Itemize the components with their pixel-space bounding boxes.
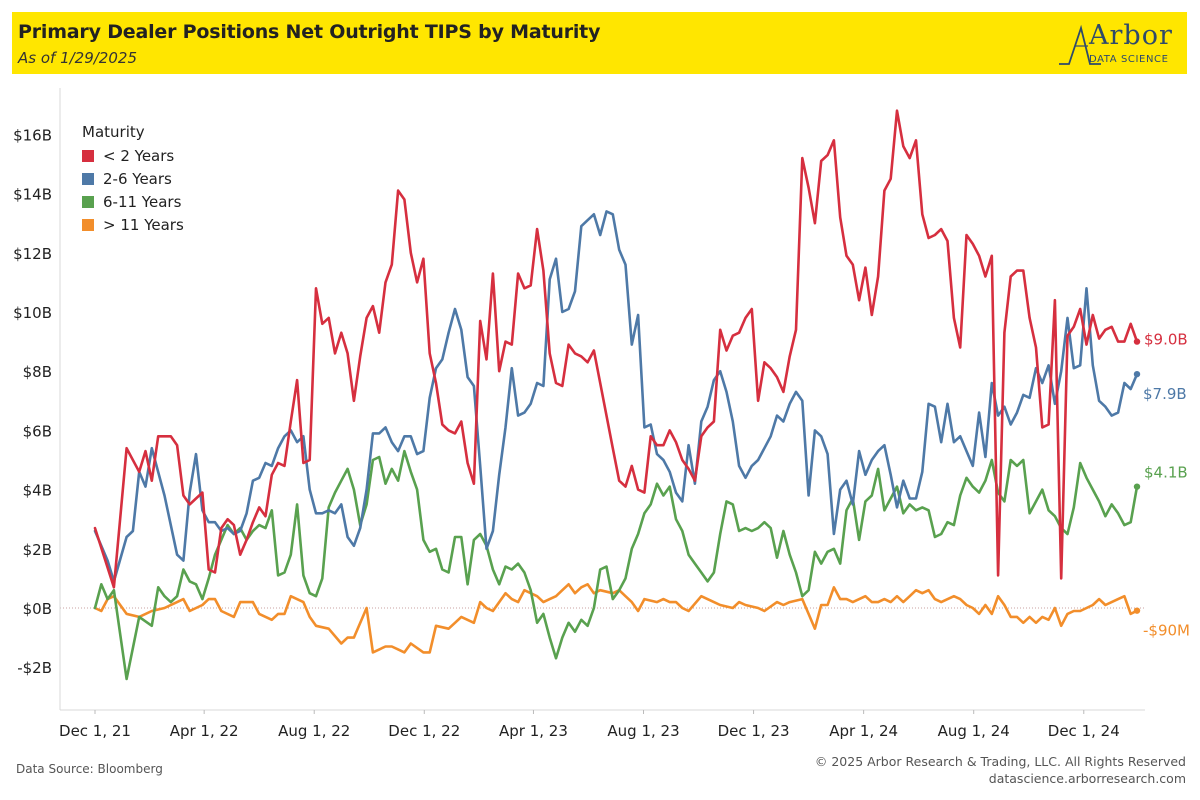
legend-label: 2-6 Years — [103, 169, 172, 188]
chart-subtitle: As of 1/29/2025 — [18, 49, 137, 67]
series-end-label: $7.9B — [1143, 385, 1187, 403]
legend-label: < 2 Years — [103, 146, 175, 165]
series-end-label: $9.0B — [1144, 331, 1188, 349]
legend-swatch — [82, 149, 94, 162]
legend: Maturity < 2 Years 2-6 Years 6-11 Years > 1… — [82, 123, 184, 236]
legend-swatch — [82, 172, 94, 185]
x-tick-label: Aug 1, 23 — [607, 722, 679, 740]
legend-item: 6-11 Years — [82, 190, 184, 213]
legend-swatch — [82, 218, 94, 231]
x-tick-label: Dec 1, 22 — [388, 722, 460, 740]
footer-credits: © 2025 Arbor Research & Trading, LLC. Al… — [815, 753, 1186, 787]
x-tick-label: Apr 1, 22 — [170, 722, 239, 740]
y-tick-label: $10B — [13, 304, 52, 322]
x-tick-label: Dec 1, 23 — [718, 722, 790, 740]
y-tick-label: $12B — [13, 245, 52, 263]
x-tick-label: Apr 1, 23 — [499, 722, 568, 740]
website-link[interactable]: datascience.arborresearch.com — [988, 771, 1186, 786]
legend-item: 2-6 Years — [82, 167, 184, 190]
y-tick-label: $8B — [23, 363, 52, 381]
legend-title: Maturity — [82, 123, 145, 141]
legend-item: > 11 Years — [82, 213, 184, 236]
x-tick-label: Aug 1, 22 — [278, 722, 350, 740]
y-tick-label: $4B — [23, 482, 52, 500]
copyright-text: © 2025 Arbor Research & Trading, LLC. Al… — [814, 754, 1186, 769]
header-banner: Primary Dealer Positions Net Outright TI… — [12, 12, 1187, 74]
logo-wordmark: Arbor — [1089, 20, 1173, 51]
series-line-3 — [93, 583, 1139, 654]
arbor-logo: Arbor DATA SCIENCE — [1057, 18, 1181, 70]
x-tick-label: Apr 1, 24 — [829, 722, 898, 740]
series-end-label: $4.1B — [1144, 464, 1188, 482]
legend-item: < 2 Years — [82, 144, 184, 167]
series-end-point — [1133, 483, 1141, 490]
y-tick-label: $2B — [23, 541, 52, 559]
x-tick-label: Aug 1, 24 — [938, 722, 1010, 740]
legend-swatch — [82, 195, 94, 208]
x-tick-label: Dec 1, 24 — [1048, 722, 1120, 740]
y-tick-label: $16B — [13, 126, 52, 144]
series-end-point — [1133, 338, 1141, 345]
y-tick-label: $6B — [23, 422, 52, 440]
arbor-logo-icon — [1059, 24, 1101, 65]
y-tick-label: -$2B — [17, 659, 52, 677]
series-end-point — [1133, 370, 1141, 378]
series-end-label: -$90M — [1143, 622, 1190, 640]
series-line-2 — [93, 449, 1139, 681]
legend-label: 6-11 Years — [103, 192, 182, 211]
series-line-0 — [93, 109, 1139, 589]
series-end-point — [1133, 607, 1141, 614]
y-tick-label: $14B — [13, 186, 52, 204]
x-tick-label: Dec 1, 21 — [59, 722, 131, 740]
chart-title: Primary Dealer Positions Net Outright TI… — [18, 21, 601, 43]
legend-label: > 11 Years — [103, 215, 184, 234]
data-source: Data Source: Bloomberg — [16, 762, 163, 776]
logo-tagline: DATA SCIENCE — [1089, 54, 1169, 65]
y-tick-label: $0B — [23, 600, 52, 618]
